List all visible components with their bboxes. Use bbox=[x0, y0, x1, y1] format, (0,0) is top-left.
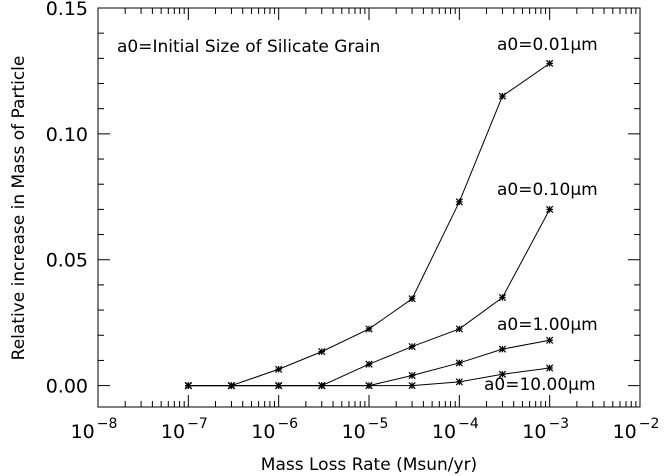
y-tick-label: 0.05 bbox=[46, 250, 88, 272]
data-point bbox=[275, 381, 283, 390]
marker-stroke bbox=[455, 325, 463, 333]
marker-stroke bbox=[455, 378, 463, 386]
y-tick-label: 0.10 bbox=[46, 124, 88, 146]
y-tick-label: 0.00 bbox=[46, 376, 88, 398]
y-axis-title: Relative increase in Mass of Particle bbox=[9, 56, 29, 361]
data-point bbox=[498, 293, 507, 302]
data-point bbox=[546, 364, 554, 372]
data-point bbox=[365, 325, 373, 333]
marker-stroke bbox=[275, 365, 283, 373]
data-point bbox=[365, 381, 373, 390]
data-point bbox=[408, 381, 416, 390]
marker-stroke bbox=[365, 360, 373, 368]
data-point bbox=[546, 59, 554, 68]
marker-stroke bbox=[498, 345, 507, 353]
x-tick-label: 10 −2 bbox=[613, 416, 660, 443]
data-point bbox=[546, 336, 554, 344]
data-point bbox=[408, 342, 416, 351]
marker-stroke bbox=[318, 381, 326, 390]
x-tick-label: 10 −6 bbox=[251, 416, 298, 443]
chart-annotation: a0=Initial Size of Silicate Grain bbox=[117, 37, 380, 57]
data-point bbox=[408, 371, 416, 380]
marker-stroke bbox=[275, 381, 283, 390]
data-point bbox=[365, 360, 373, 368]
series-group: a0=0.01μm a0=0.10μm a0=1.00μm a0=10.00μm bbox=[184, 35, 598, 395]
data-point bbox=[455, 378, 463, 386]
marker-stroke bbox=[408, 381, 416, 390]
marker-stroke bbox=[408, 371, 416, 380]
data-point bbox=[318, 381, 326, 390]
series-line bbox=[188, 62, 550, 387]
marker-stroke bbox=[498, 92, 507, 100]
series-2: a0=0.10μm bbox=[184, 180, 598, 390]
marker-stroke bbox=[365, 381, 373, 390]
axes: 10 −8 10 −7 10 −6 10 −5 10 −4 10 −3 10 −2 0.00 0.05 0.10… bbox=[46, 0, 660, 443]
x-tick-label: 10 −4 bbox=[432, 416, 479, 443]
y-tick-label: 0.15 bbox=[46, 0, 88, 20]
data-point bbox=[455, 198, 463, 206]
marker-stroke bbox=[546, 336, 554, 344]
series-label: a0=1.00μm bbox=[497, 315, 598, 335]
marker-stroke bbox=[365, 325, 373, 333]
x-axis-title: Mass Loss Rate (Msun/yr) bbox=[261, 455, 477, 475]
data-point bbox=[408, 295, 416, 303]
marker-stroke bbox=[455, 198, 463, 206]
data-point bbox=[455, 359, 463, 367]
marker-stroke bbox=[408, 295, 416, 303]
x-tick-label: 10 −3 bbox=[522, 416, 569, 443]
data-point bbox=[275, 365, 283, 373]
marker-stroke bbox=[455, 359, 463, 367]
series-label: a0=0.01μm bbox=[497, 35, 598, 55]
marker-stroke bbox=[546, 364, 554, 372]
data-point bbox=[498, 370, 507, 378]
data-point bbox=[227, 381, 236, 390]
marker-stroke bbox=[546, 59, 554, 68]
data-point bbox=[318, 347, 326, 356]
data-point bbox=[184, 381, 192, 390]
series-1: a0=0.01μm bbox=[184, 35, 598, 390]
data-point bbox=[498, 345, 507, 353]
data-point bbox=[546, 205, 554, 214]
marker-stroke bbox=[184, 381, 192, 390]
labels: a0=Initial Size of Silicate Grain Mass L… bbox=[9, 37, 477, 475]
x-tick-label: 10 −5 bbox=[342, 416, 389, 443]
marker-stroke bbox=[318, 347, 326, 356]
series-label: a0=0.10μm bbox=[497, 180, 598, 200]
series-4: a0=10.00μm bbox=[184, 364, 596, 395]
data-point bbox=[455, 325, 463, 333]
marker-stroke bbox=[498, 370, 507, 378]
marker-stroke bbox=[546, 205, 554, 214]
marker-stroke bbox=[408, 342, 416, 351]
x-tick-label: 10 −8 bbox=[71, 416, 118, 443]
data-point bbox=[498, 92, 507, 100]
marker-stroke bbox=[227, 381, 236, 390]
plot-frame bbox=[97, 7, 641, 408]
series-label: a0=10.00μm bbox=[484, 375, 596, 395]
series-line bbox=[188, 209, 551, 387]
marker-stroke bbox=[498, 293, 507, 302]
x-tick-label: 10 −7 bbox=[161, 416, 208, 443]
